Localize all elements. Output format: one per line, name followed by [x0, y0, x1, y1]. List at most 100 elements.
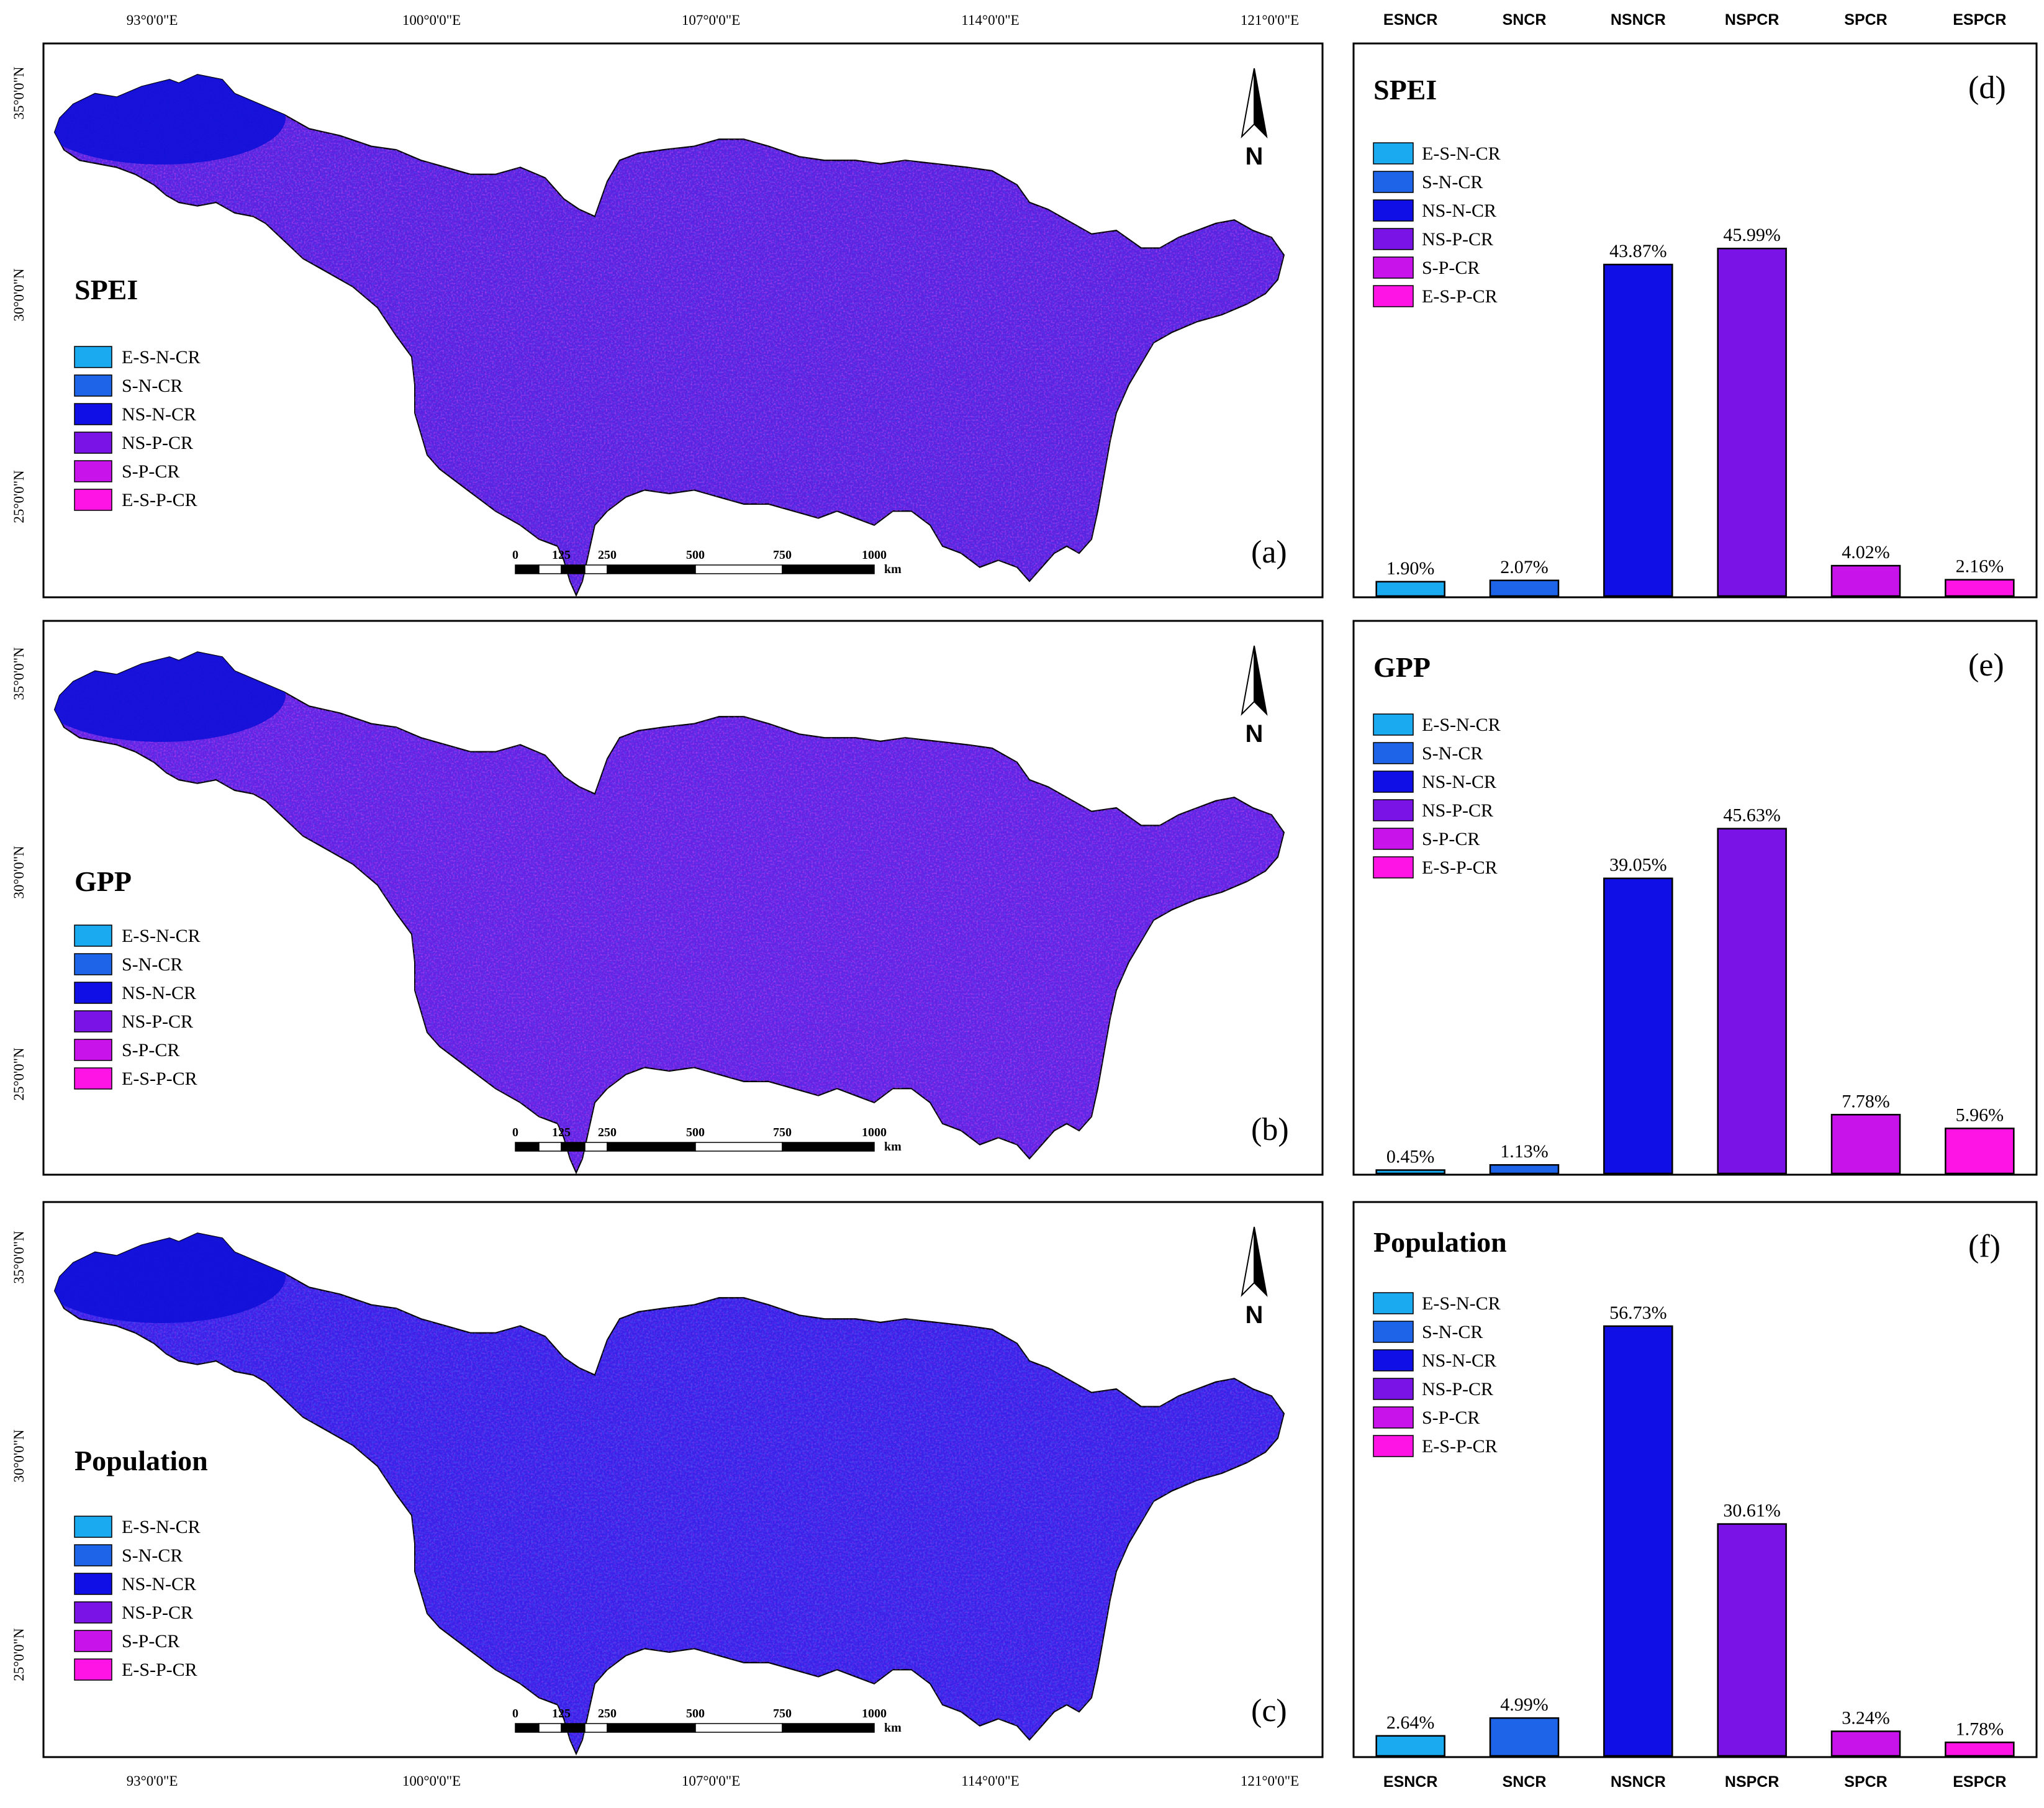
lat-tick-label: 35°0'0"N [11, 66, 27, 120]
bar-data-label: 39.05% [1609, 855, 1667, 875]
map-panel-c: Population E-S-N-CR S-N-CR NS-N-CR NS-P-CR S-… [42, 1201, 1324, 1758]
scale-tick-label: 0 [512, 1707, 518, 1720]
lat-tick-label: 25°0'0"N [11, 1047, 27, 1101]
scale-tick-label: 0 [512, 1126, 518, 1139]
legend-label: NS-N-CR [1422, 772, 1496, 792]
map-title: SPEI [75, 274, 138, 305]
north-label: N [1246, 1301, 1264, 1329]
lon-tick-label: 100°0'0"E [402, 1773, 461, 1789]
legend-label: S-P-CR [1422, 1408, 1480, 1428]
lon-tick-label: 107°0'0"E [682, 12, 740, 28]
legend-swatch [74, 1067, 112, 1090]
legend-label: S-N-CR [122, 1545, 183, 1566]
legend-swatch [1373, 1349, 1414, 1372]
legend-swatch [1373, 1435, 1414, 1457]
legend-swatch [74, 346, 112, 368]
bar-nspcr [1717, 247, 1787, 597]
panel-tag: (f) [1968, 1229, 2001, 1264]
category-tick-label: NSPCR [1725, 1773, 1779, 1791]
bar-sncr [1489, 579, 1560, 597]
lon-tick-label: 114°0'0"E [961, 12, 1019, 28]
legend-label: E-S-N-CR [122, 926, 201, 946]
bar-data-label: 56.73% [1609, 1303, 1667, 1323]
panel-tag: (c) [1251, 1693, 1287, 1729]
legend-swatch [1373, 142, 1414, 165]
lat-tick-label: 35°0'0"N [11, 647, 27, 700]
bar-nspcr [1717, 828, 1787, 1175]
map-title: GPP [75, 866, 132, 897]
scale-tick-label: 500 [686, 1707, 705, 1720]
bar-data-label: 45.63% [1723, 805, 1781, 826]
legend-label: E-S-N-CR [122, 347, 201, 368]
bar-espcr [1945, 1128, 2015, 1175]
category-tick-label: NSNCR [1611, 11, 1666, 29]
scale-unit: km [884, 1140, 902, 1154]
lon-tick-label: 100°0'0"E [402, 12, 461, 28]
legend-swatch [74, 1573, 112, 1595]
scale-tick-label: 1000 [862, 1126, 887, 1139]
legend-swatch [1373, 1292, 1414, 1314]
scale-tick-label: 750 [773, 1707, 792, 1720]
bar-data-label: 5.96% [1956, 1105, 2004, 1125]
bar-data-label: 45.99% [1723, 225, 1781, 245]
legend-label: NS-P-CR [122, 1011, 193, 1032]
bar-data-label: 1.90% [1386, 558, 1435, 579]
bar-data-label: 4.02% [1842, 542, 1890, 563]
legend-label: NS-P-CR [122, 433, 193, 453]
map-panel-b: GPPE-S-N-CRS-N-CRNS-N-CRNS-P-CRS-P-CRE-S… [42, 620, 1324, 1176]
lon-tick-label: 93°0'0"E [127, 1773, 178, 1789]
legend-label: NS-N-CR [1422, 1350, 1496, 1371]
lat-tick-label: 25°0'0"N [11, 1628, 27, 1681]
legend-label: S-P-CR [122, 1631, 179, 1652]
lon-tick-label: 107°0'0"E [682, 1773, 740, 1789]
bar-data-label: 0.45% [1386, 1147, 1435, 1167]
bar-esncr [1375, 1169, 1445, 1175]
bar-data-label: 4.99% [1500, 1694, 1549, 1715]
legend-label: E-S-P-CR [122, 1660, 197, 1680]
legend-label: S-N-CR [1422, 1322, 1483, 1342]
chart-title: GPP [1373, 651, 1431, 683]
legend-swatch [1373, 256, 1414, 279]
bar-data-label: 7.78% [1842, 1091, 1890, 1111]
top-longitude-axis: 93°0'0"E 100°0'0"E 107°0'0"E 114°0'0"E 1… [127, 12, 1300, 28]
scale-tick-label: 1000 [862, 548, 887, 562]
category-tick-label: ESNCR [1383, 1773, 1438, 1791]
scale-tick-label: 750 [773, 1126, 792, 1139]
chart-legend: E-S-N-CR S-N-CR NS-N-CR NS-P-CR S-P-CR E-S-P-… [1373, 1292, 1501, 1457]
chart-title: Population [1373, 1226, 1507, 1258]
bar-spcr [1830, 564, 1901, 597]
bar-data-label: 2.64% [1386, 1712, 1435, 1733]
legend-label: S-N-CR [122, 376, 183, 396]
latitude-axis-a: 35°0'0"N 30°0'0"N 25°0'0"N [11, 66, 27, 523]
legend-label: S-N-CR [122, 954, 183, 975]
bar-espcr [1945, 1742, 2015, 1757]
category-tick-label: NSPCR [1725, 11, 1779, 29]
lon-tick-label: 93°0'0"E [127, 12, 178, 28]
legend-swatch [74, 432, 112, 454]
legend-swatch [1373, 856, 1414, 879]
legend-swatch [1373, 828, 1414, 850]
legend-swatch [1373, 1406, 1414, 1429]
legend-swatch [74, 489, 112, 511]
category-tick-label: ESPCR [1953, 1773, 2006, 1791]
legend-swatch [74, 460, 112, 482]
lat-tick-label: 30°0'0"N [11, 268, 27, 322]
bar-esncr [1375, 1735, 1445, 1757]
bar-data-label: 2.16% [1956, 556, 2004, 577]
legend-swatch [1373, 228, 1414, 250]
legend-label: NS-P-CR [122, 1602, 193, 1623]
legend-label: NS-N-CR [122, 404, 196, 425]
bar-data-label: 30.61% [1723, 1501, 1781, 1521]
bar-chart-panel-d: 1.90% 2.07% 43.87% 45.99% 4.02% 2.16% SPEI (d) E… [1352, 42, 2038, 599]
legend-label: E-S-P-CR [1422, 1436, 1498, 1457]
category-tick-label: SPCR [1844, 1773, 1887, 1791]
category-tick-label: SNCR [1503, 11, 1547, 29]
legend-swatch [74, 1516, 112, 1538]
bar-espcr [1945, 579, 2015, 597]
legend-swatch [1373, 713, 1414, 736]
north-arrow-icon: N [1241, 68, 1268, 170]
legend-swatch [1373, 799, 1414, 821]
scale-tick-label: 1000 [862, 1707, 887, 1720]
panel-tag: (e) [1968, 648, 2004, 683]
